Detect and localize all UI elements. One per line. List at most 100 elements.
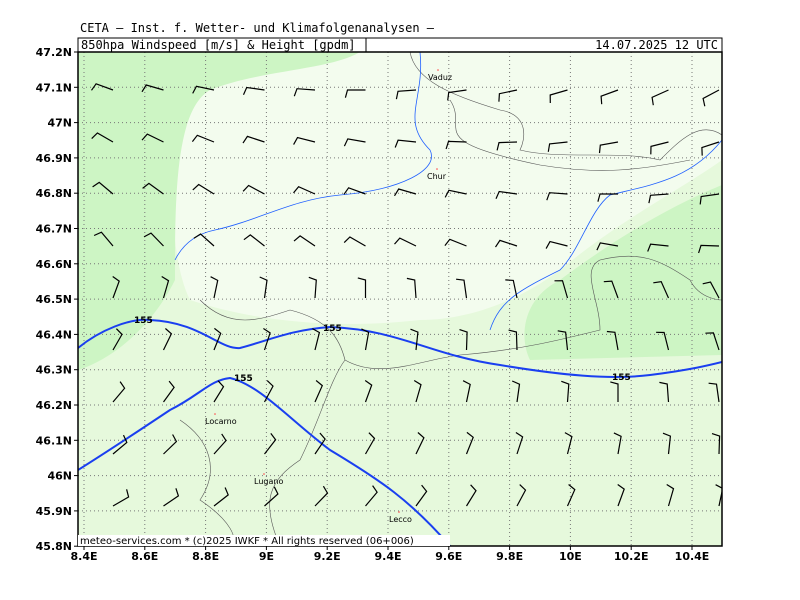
wind-barb (496, 141, 518, 151)
x-tick-label: 9.6E (435, 550, 462, 563)
x-tick-label: 9.8E (496, 550, 523, 563)
y-tick-label: 46.7N (36, 223, 72, 236)
contour-label: 155 (234, 374, 253, 384)
footer: meteo-services.com * (c)2025 IWKF * All … (80, 536, 414, 547)
wind-barb (91, 83, 114, 91)
wind-barb (314, 485, 329, 507)
wind-barb (163, 380, 175, 403)
height-contours (78, 318, 722, 546)
wind-barb (711, 433, 721, 455)
wind-barb (293, 88, 316, 97)
wind-barb (91, 132, 114, 143)
wind-barb (264, 433, 277, 455)
contour-label: 155 (323, 324, 342, 334)
wind-barb (312, 328, 321, 351)
wind-barb (511, 380, 521, 403)
light-region (172, 52, 722, 324)
wind-barb (659, 381, 670, 403)
wind-barb (444, 238, 467, 247)
wind-barb (598, 141, 619, 154)
wind-barb (143, 232, 164, 247)
wind-barb (656, 331, 670, 351)
wind-barb (264, 486, 279, 507)
y-tick-label: 46.1N (36, 434, 72, 447)
wind-barb (516, 484, 527, 507)
wind-barb (213, 433, 227, 455)
wind-barb (566, 484, 576, 507)
wind-barb (662, 432, 672, 455)
green-region (524, 185, 722, 360)
wind-barb (343, 187, 366, 195)
wind-barb (515, 431, 524, 455)
y-tick-label: 46.3N (36, 364, 72, 377)
x-tick-label: 9.2E (314, 550, 341, 563)
wind-barb (651, 89, 669, 106)
wind-barb (554, 280, 569, 299)
contour-label: 155 (612, 373, 631, 383)
wind-barb (494, 239, 518, 248)
wind-barb (650, 141, 669, 155)
wind-barb (444, 189, 467, 198)
x-tick-label: 10.2E (614, 550, 649, 563)
wind-barb (259, 276, 268, 299)
cities: Vaduz Chur Locarno Lugano Lecco (205, 69, 452, 524)
institute: CETA – Inst. f. Wetter- und Klimafolgena… (80, 21, 435, 35)
wind-barb (647, 243, 669, 252)
city-label: Locarno (205, 417, 237, 426)
wind-barbs (91, 83, 722, 507)
y-tick-label: 46.5N (36, 293, 72, 306)
wind-barb (465, 484, 477, 507)
city-label: Lecco (389, 515, 412, 524)
city-label: Lugano (254, 477, 283, 486)
wind-barb (394, 139, 417, 148)
wind-barb (505, 279, 518, 299)
wind-barb (557, 330, 569, 351)
y-tick-label: 47.2N (36, 46, 72, 59)
wind-barb (161, 275, 170, 299)
wind-barb (163, 434, 178, 455)
wind-barb (293, 235, 316, 247)
wind-barb (162, 328, 173, 351)
x-tick-label: 8.8E (192, 550, 219, 563)
wind-barb (698, 244, 720, 254)
wind-barb (92, 181, 114, 195)
map-title: 850hpa_Windspeed_[m/s]_&_Height_[gpdm] (81, 38, 356, 52)
wind-barb (702, 281, 720, 299)
wind-barb (213, 380, 225, 403)
wind-barb (549, 89, 568, 104)
wind-barb (263, 380, 274, 403)
x-tick-label: 9.4E (374, 550, 401, 563)
y-tick-label: 45.8N (36, 540, 72, 553)
wind-barb (701, 141, 720, 156)
city-dot (436, 168, 438, 170)
wind-barb (314, 380, 324, 403)
x-tick-label: 9E (259, 550, 274, 563)
wind-barb (415, 484, 428, 507)
wind-barb (708, 382, 720, 403)
contour-label: 155 (134, 316, 153, 326)
wind-barb (498, 89, 518, 102)
wind-barb (293, 185, 316, 195)
y-tick-label: 46N (47, 470, 72, 483)
wind-barb (465, 431, 474, 455)
wind-barb (610, 381, 619, 402)
wind-barb (545, 240, 568, 249)
wind-barb (613, 432, 622, 455)
wind-barb (364, 380, 373, 403)
wind-barb (547, 141, 568, 152)
city-label: Chur (427, 172, 447, 181)
x-tick-label: 10E (559, 550, 582, 563)
datetime: 14.07.2025 12 UTC (595, 38, 718, 52)
borders (179, 52, 722, 546)
wind-barb (361, 328, 370, 351)
wind-barb (546, 192, 568, 201)
wind-barb (395, 89, 417, 100)
y-tick-label: 46.2N (36, 399, 72, 412)
y-tick-label: 47.1N (36, 81, 72, 94)
wind-barb (606, 330, 619, 351)
wind-barb (617, 484, 625, 507)
wind-barb (456, 278, 468, 299)
wind-barb (193, 233, 215, 247)
footer-bg (78, 535, 450, 546)
